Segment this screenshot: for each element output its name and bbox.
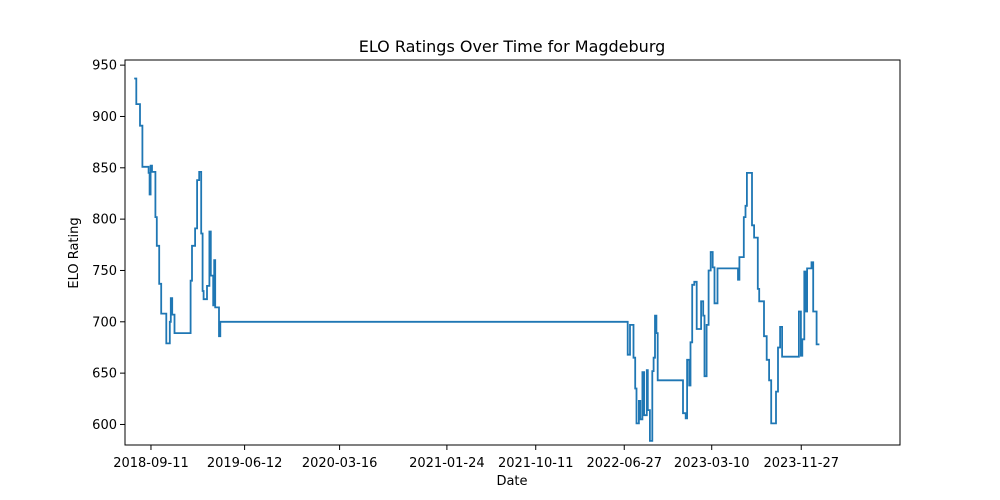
plot-area (134, 77, 820, 442)
y-tick-label: 600 (92, 418, 117, 433)
x-tick-label: 2020-03-16 (302, 456, 378, 471)
y-axis-title: ELO Rating (67, 217, 82, 288)
series-line (134, 77, 820, 442)
y-tick-label: 700 (92, 315, 117, 330)
y-axis: 600 650 700 750 800 850 900 950 (92, 59, 125, 433)
y-tick-label: 900 (92, 110, 117, 125)
x-tick-label: 2021-10-11 (498, 456, 574, 471)
y-tick-label: 950 (92, 59, 117, 74)
x-tick-label: 2023-03-10 (674, 456, 750, 471)
x-tick-label: 2023-11-27 (763, 456, 839, 471)
y-tick-label: 800 (92, 213, 117, 228)
x-tick-label: 2018-09-11 (113, 456, 189, 471)
y-tick-label: 750 (92, 264, 117, 279)
x-tick-label: 2019-06-12 (207, 456, 283, 471)
x-axis: 2018-09-11 2019-06-12 2020-03-16 2021-01-24… (113, 445, 839, 471)
axes-frame (124, 59, 901, 446)
x-axis-title: Date (496, 474, 527, 489)
y-tick-label: 850 (92, 161, 117, 176)
x-tick-label: 2021-01-24 (409, 456, 485, 471)
y-tick-label: 650 (92, 367, 117, 382)
x-tick-label: 2022-06-27 (586, 456, 662, 471)
chart-title: ELO Ratings Over Time for Magdeburg (359, 37, 666, 56)
